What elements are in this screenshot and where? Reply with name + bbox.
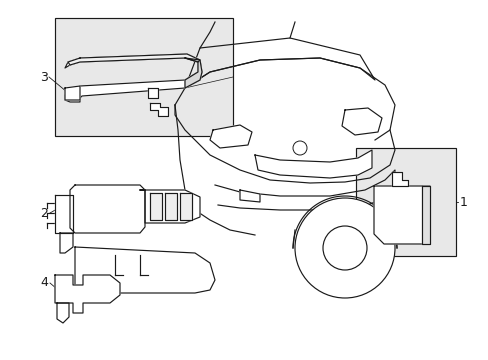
Polygon shape (150, 103, 168, 116)
Bar (55, 18, 232, 136)
Text: 1: 1 (459, 195, 467, 208)
Polygon shape (60, 233, 73, 253)
Polygon shape (180, 193, 192, 220)
Polygon shape (55, 195, 73, 233)
Polygon shape (70, 185, 145, 233)
Polygon shape (65, 86, 80, 100)
Polygon shape (75, 247, 215, 293)
Polygon shape (140, 190, 200, 223)
Polygon shape (68, 54, 200, 65)
Bar (355, 148, 455, 256)
Polygon shape (209, 125, 251, 148)
Text: 3: 3 (40, 71, 48, 84)
Text: 4: 4 (40, 276, 48, 289)
Polygon shape (148, 88, 158, 98)
Polygon shape (55, 275, 120, 313)
Polygon shape (184, 58, 202, 88)
Circle shape (294, 198, 394, 298)
Polygon shape (373, 186, 429, 244)
Text: 2: 2 (40, 207, 48, 220)
Polygon shape (65, 54, 202, 102)
Polygon shape (341, 108, 381, 135)
Polygon shape (254, 150, 371, 178)
Polygon shape (421, 186, 429, 244)
Polygon shape (391, 172, 407, 186)
Polygon shape (240, 190, 260, 202)
Polygon shape (150, 193, 162, 220)
Polygon shape (57, 303, 69, 323)
Polygon shape (164, 193, 177, 220)
